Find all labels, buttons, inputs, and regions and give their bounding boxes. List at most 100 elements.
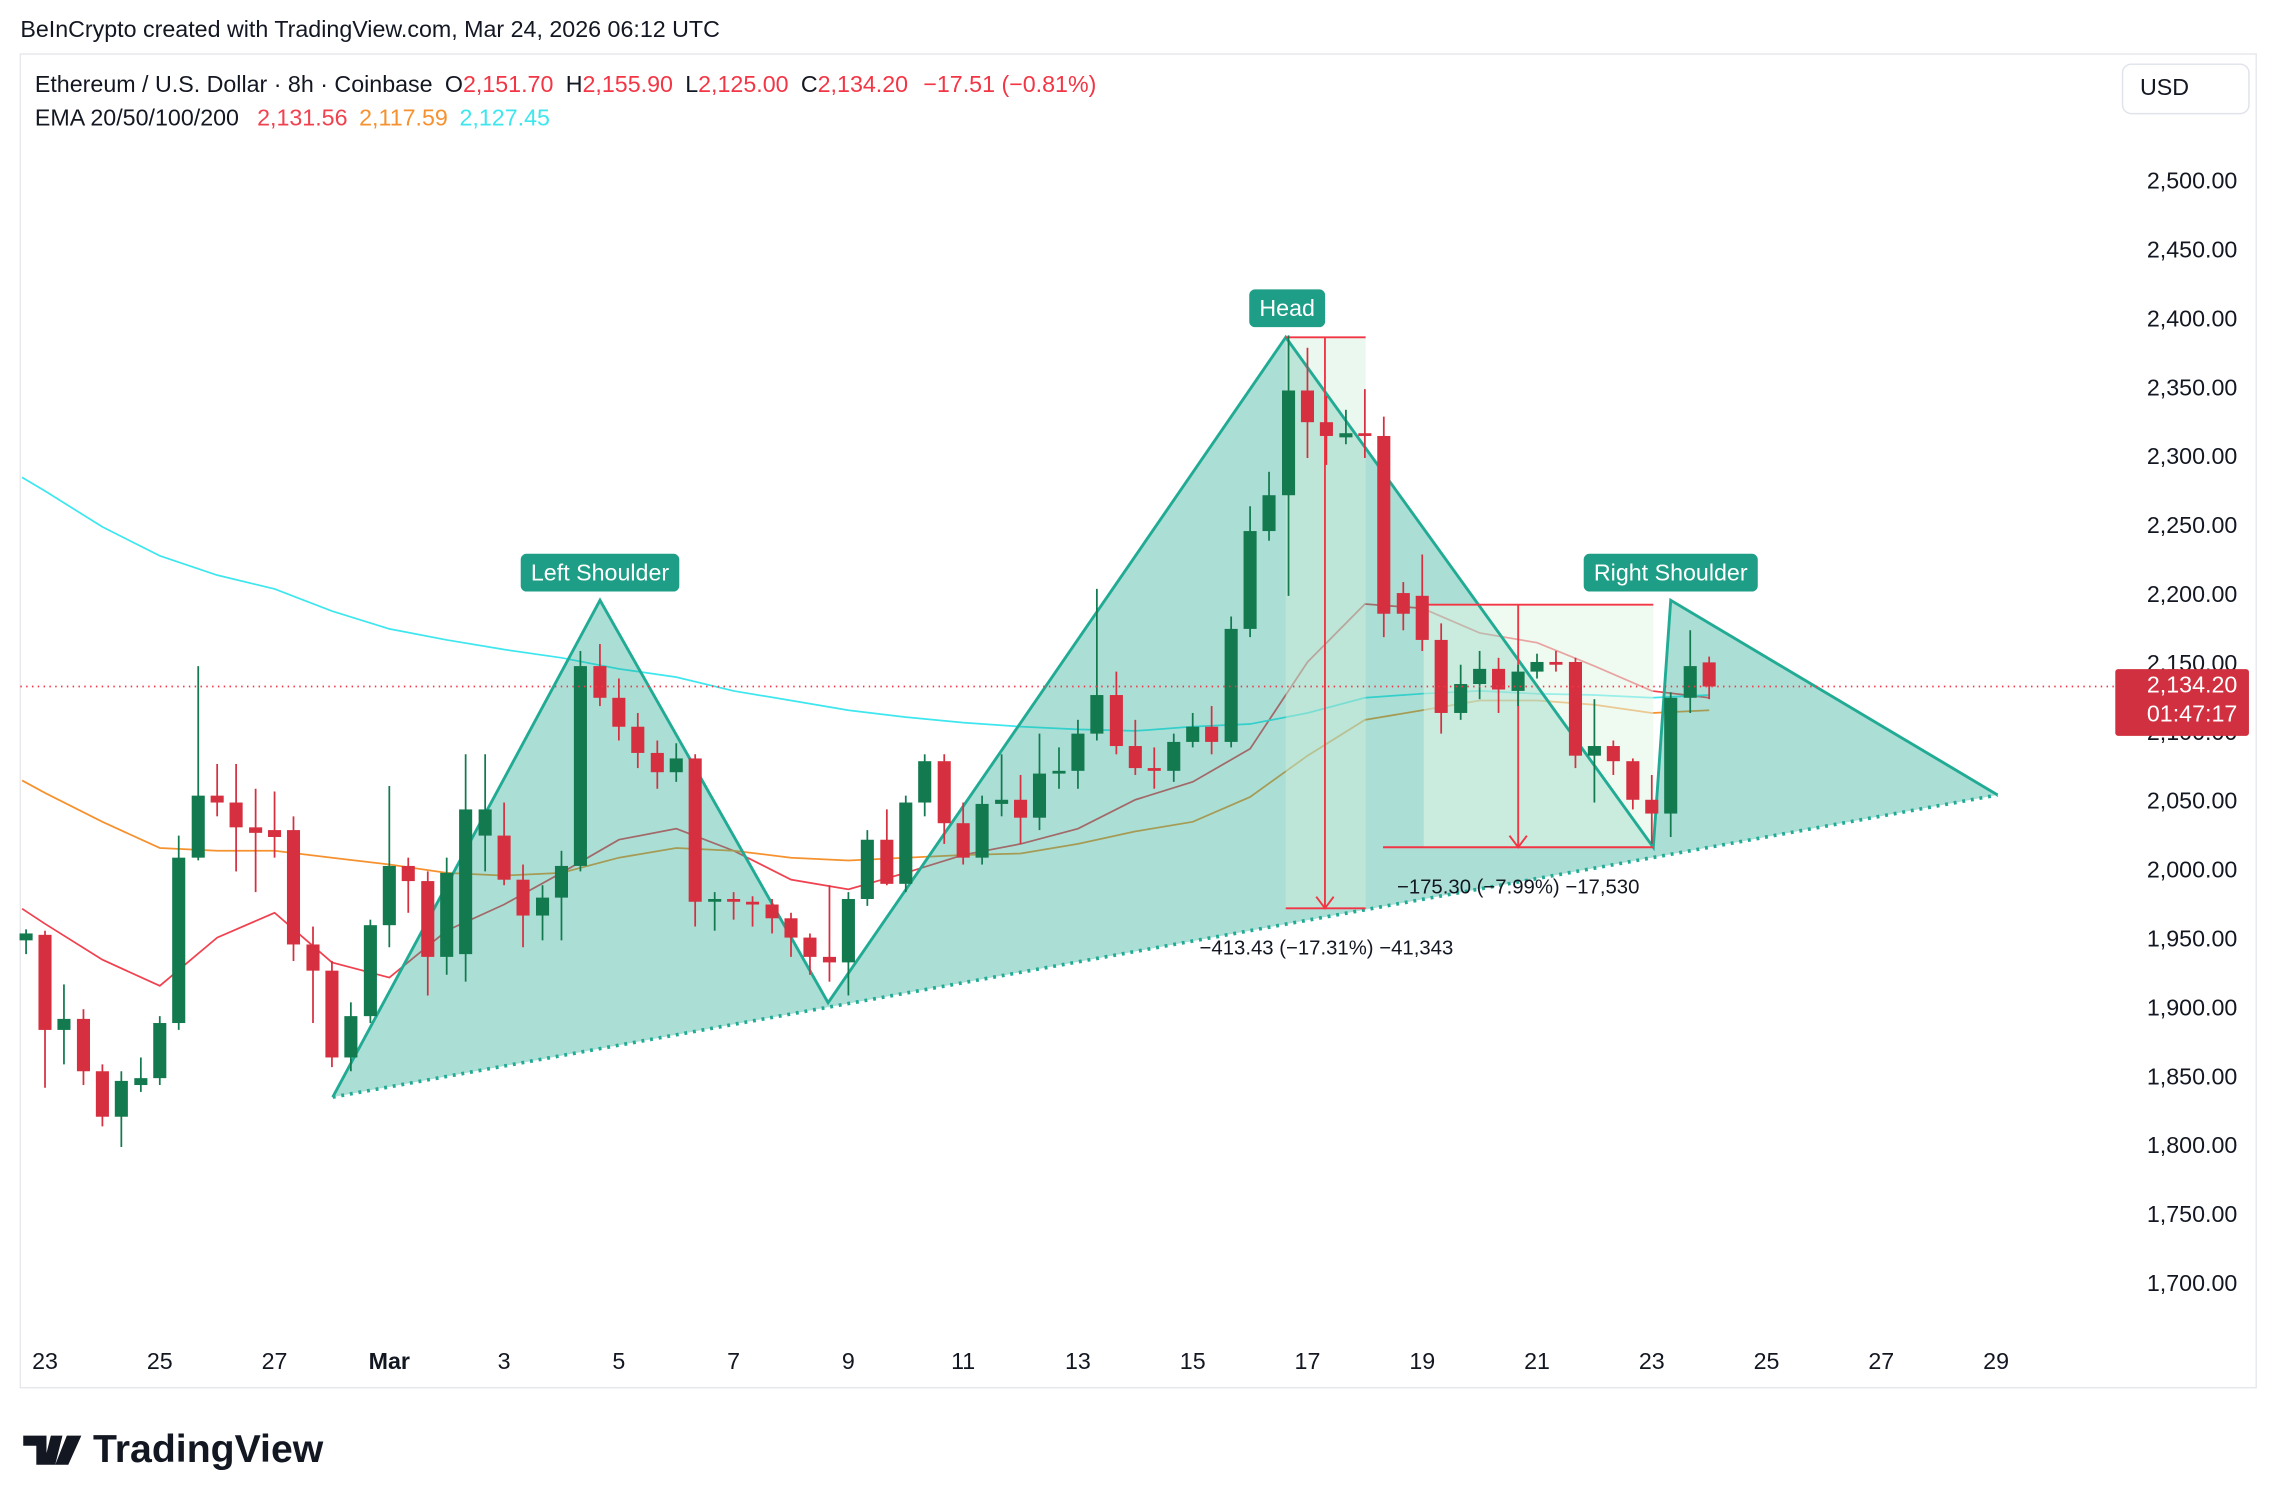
pattern-fill bbox=[332, 337, 1998, 1098]
pattern-label: Right Shoulder bbox=[1594, 559, 1748, 585]
y-tick-label: 1,800.00 bbox=[2147, 1132, 2238, 1158]
candle-body bbox=[1109, 695, 1123, 747]
candle-body bbox=[746, 901, 760, 905]
x-tick-label: 17 bbox=[1295, 1348, 1321, 1374]
candle-body bbox=[1511, 671, 1525, 691]
candle-body bbox=[1664, 697, 1678, 814]
attribution: BeInCrypto created with TradingView.com,… bbox=[20, 16, 720, 42]
candle-body bbox=[1377, 435, 1391, 614]
candle-body bbox=[1396, 593, 1410, 614]
candle-body bbox=[76, 1018, 90, 1072]
plot-area: −413.43 (−17.31%) −41,343 −175.30 (−7.99%… bbox=[19, 289, 2116, 1148]
ohlc-key: O bbox=[445, 71, 463, 97]
candle-body bbox=[497, 835, 511, 880]
ohlc-value: 2,125.00 bbox=[698, 71, 789, 97]
x-tick-label: 15 bbox=[1180, 1348, 1206, 1374]
pattern-label: Left Shoulder bbox=[531, 559, 669, 585]
candle-body bbox=[765, 904, 779, 919]
candle-body bbox=[306, 944, 320, 971]
x-tick-label: 11 bbox=[951, 1348, 975, 1374]
y-tick-label: 2,500.00 bbox=[2147, 168, 2238, 194]
x-tick-label: 3 bbox=[498, 1348, 511, 1374]
candle-body bbox=[1434, 639, 1448, 713]
candle-body bbox=[1014, 799, 1028, 818]
ohlc-value: 2,134.20 bbox=[818, 71, 909, 97]
candle-body bbox=[536, 897, 550, 916]
x-tick-label: 29 bbox=[1983, 1348, 2009, 1374]
indicator-label: EMA 20/50/100/200 bbox=[35, 105, 239, 131]
candle-body bbox=[708, 898, 722, 902]
pattern-label: Head bbox=[1259, 295, 1315, 321]
candle-body bbox=[286, 830, 301, 945]
candle-body bbox=[727, 898, 741, 902]
candle-body bbox=[1454, 684, 1468, 713]
x-tick-label: Mar bbox=[369, 1348, 410, 1374]
candle-body bbox=[1568, 661, 1582, 756]
candle-body bbox=[573, 666, 587, 866]
candle-body bbox=[1167, 741, 1181, 771]
candle-body bbox=[669, 758, 683, 773]
candle-body bbox=[1224, 628, 1238, 742]
candle-body bbox=[860, 839, 874, 899]
x-tick-label: 21 bbox=[1524, 1348, 1550, 1374]
candle-body bbox=[1147, 768, 1161, 771]
currency[interactable]: USD bbox=[2140, 74, 2189, 100]
y-tick-label: 1,700.00 bbox=[2147, 1270, 2238, 1296]
y-tick-label: 1,850.00 bbox=[2147, 1063, 2238, 1089]
candle-body bbox=[229, 802, 243, 828]
ohlc-key: C bbox=[801, 71, 818, 97]
candle-body bbox=[1243, 531, 1257, 629]
candle-body bbox=[421, 881, 435, 957]
candle-body bbox=[554, 865, 569, 898]
ohlc-value: 2,155.90 bbox=[582, 71, 673, 97]
candle-body bbox=[1186, 726, 1200, 742]
ohlc-key: L bbox=[685, 71, 698, 97]
indicator-value: 2,127.45 bbox=[459, 105, 549, 131]
y-tick-label: 2,200.00 bbox=[2147, 581, 2238, 607]
x-tick-label: 19 bbox=[1409, 1348, 1435, 1374]
candle-body bbox=[344, 1016, 358, 1058]
candle-body bbox=[1415, 595, 1429, 640]
candle-body bbox=[688, 758, 702, 902]
candle-body bbox=[1128, 746, 1142, 769]
candle-body bbox=[249, 827, 263, 833]
indicator-value: 2,131.56 bbox=[257, 105, 347, 131]
currency-button[interactable] bbox=[2121, 63, 2250, 115]
candle-body bbox=[1549, 661, 1563, 665]
y-tick-label: 1,750.00 bbox=[2147, 1201, 2238, 1227]
y-tick-label: 2,400.00 bbox=[2147, 305, 2238, 331]
candle-body bbox=[803, 937, 817, 957]
pattern-label-box bbox=[1583, 553, 1758, 592]
candle-body bbox=[1281, 390, 1296, 496]
candle-body bbox=[1339, 433, 1353, 438]
candle-body bbox=[1492, 668, 1506, 690]
candle-body bbox=[822, 956, 836, 963]
candle-body bbox=[57, 1018, 71, 1030]
candle-body bbox=[153, 1023, 167, 1079]
candle-body bbox=[516, 879, 530, 916]
y-tick-label: 1,950.00 bbox=[2147, 925, 2238, 951]
candle-body bbox=[19, 933, 33, 941]
x-tick-label: 13 bbox=[1065, 1348, 1091, 1374]
x-tick-label: 25 bbox=[147, 1348, 173, 1374]
measure-arrow bbox=[1315, 835, 1528, 910]
candle-body bbox=[1626, 761, 1640, 800]
ohlc-key: H bbox=[566, 71, 583, 97]
candle-body bbox=[899, 802, 913, 884]
candle-body bbox=[1473, 668, 1487, 685]
candle-body bbox=[401, 865, 415, 882]
candle-body bbox=[38, 934, 52, 1030]
candle-body bbox=[459, 809, 473, 955]
candle-body bbox=[593, 666, 607, 698]
countdown: 01:47:17 bbox=[2147, 701, 2237, 727]
candle-body bbox=[1702, 662, 1716, 687]
change: −17.51 (−0.81%) bbox=[923, 71, 1096, 97]
candle-body bbox=[1606, 746, 1620, 762]
pattern-drawing bbox=[331, 334, 1999, 1099]
candle-body bbox=[1530, 661, 1544, 672]
candle-body bbox=[1205, 726, 1219, 742]
x-tick-label: 23 bbox=[32, 1348, 58, 1374]
candle-body bbox=[325, 970, 339, 1058]
measure-label: −413.43 (−17.31%) −41,343 bbox=[1200, 937, 1454, 959]
